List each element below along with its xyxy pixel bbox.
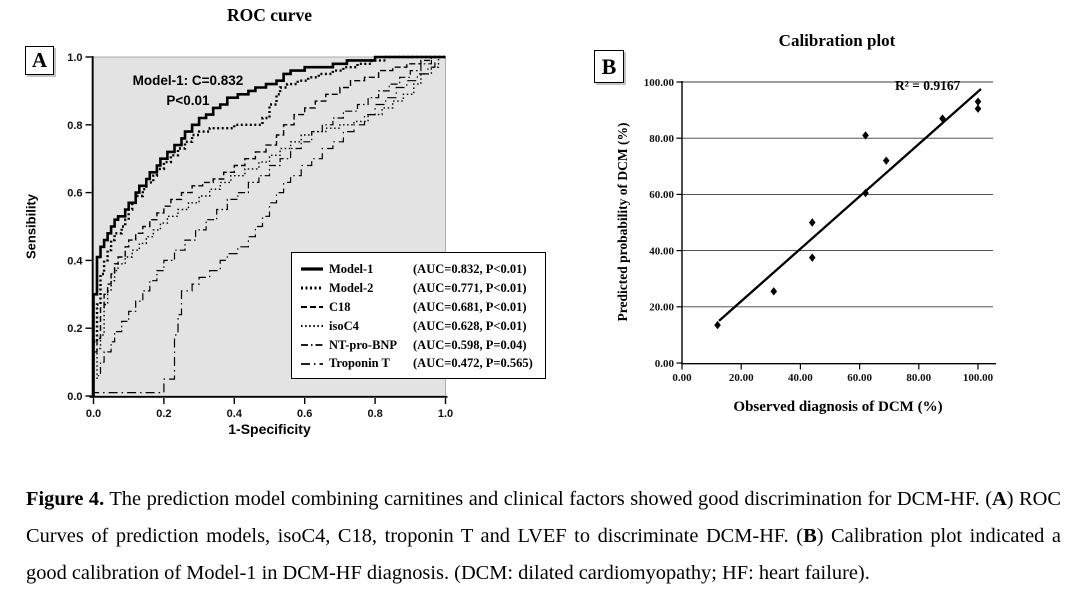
legend-marker-nt-pro-bnp [301,344,323,346]
caption-text: ) Calibration plot indicated a good cali… [26,525,1061,585]
calibration-data-point [808,218,816,227]
legend-marker-c18 [301,306,323,309]
legend-label: Troponin T [329,356,390,371]
legend-stats: (AUC=0.771, P<0.01) [413,280,527,295]
roc-x-axis-label: 1-Specificity [228,421,311,437]
figure-caption: Figure 4. The prediction model combining… [26,481,1061,592]
legend-row-troponin-t: Troponin T (AUC=0.472, P=0.565) [300,354,545,373]
calibration-data-point [770,287,778,296]
roc-x-tick-label: 0.8 [367,408,382,420]
calibration-data-point [939,114,946,123]
calibration-x-tick-label: 60.00 [847,372,872,384]
calibration-y-tick-label: 60.00 [649,189,674,201]
roc-y-tick-label: 0.4 [67,255,83,267]
legend-label: Model-1 [329,261,374,276]
roc-annotation-line2: P<0.01 [166,93,210,108]
legend-row-model-1: Model-1 (AUC=0.832, P<0.01) [300,260,545,279]
roc-annotation-line1: Model-1: C=0.832 [132,73,244,88]
caption-panel-a-ref: A [992,488,1007,511]
legend-stats: (AUC=0.598, P=0.04) [413,337,527,352]
roc-curve-model-1 [92,55,446,396]
legend-marker-isoc4 [301,325,323,328]
caption-text: ) ROC Curves of prediction models, isoC4… [26,488,1061,548]
panel-a-label: A [25,46,54,75]
calibration-data-point [714,320,721,330]
calibration-x-tick-label: 40.00 [788,372,813,384]
roc-curve-isoc4 [92,56,446,396]
legend-row-nt-pro-bnp: NT-pro-BNP (AUC=0.598, P=0.04) [300,336,545,355]
caption-text: The prediction model combining carnitine… [104,488,993,511]
roc-y-tick-label: 1.0 [67,52,82,64]
roc-x-tick-label: 0.0 [86,408,101,420]
roc-x-tick-label: 0.4 [227,408,243,420]
roc-curve-c18 [92,56,446,396]
roc-x-tick-label: 1.0 [438,408,453,420]
roc-y-tick-label: 0.8 [67,120,82,132]
calibration-x-tick-label: 0.00 [672,372,692,384]
roc-curve-troponin t [92,56,446,396]
roc-legend: Model-1 (AUC=0.832, P<0.01) Model-2 (AUC… [291,252,546,379]
r-squared-annotation: R² = 0.9167 [895,78,961,93]
caption-panel-b-ref: B [803,525,817,548]
legend-label: C18 [329,299,351,314]
legend-row-c18: C18 (AUC=0.681, P<0.01) [300,298,545,317]
panel-a-letter: A [31,48,48,72]
legend-stats: (AUC=0.681, P<0.01) [413,299,527,314]
panel-b-letter: B [601,53,617,79]
panel-b-label: B [594,50,624,83]
legend-stats: (AUC=0.628, P<0.01) [413,318,527,333]
calibration-x-axis-label: Observed diagnosis of DCM (%) [733,399,943,415]
legend-stats: (AUC=0.472, P=0.565) [413,356,533,371]
legend-marker-model-2 [301,286,323,290]
calibration-data-point [808,253,816,262]
roc-x-tick-label: 0.2 [156,408,171,420]
legend-marker-troponin-t [301,362,323,365]
calibration-data-point [882,156,890,165]
legend-row-model-2: Model-2 (AUC=0.771, P<0.01) [300,279,545,298]
legend-label: isoC4 [329,318,359,333]
legend-row-isoc4: isoC4 (AUC=0.628, P<0.01) [300,317,545,336]
calibration-data-point [974,97,982,106]
calibration-title: Calibration plot [778,31,896,50]
calibration-chart: 0.00 20.00 40.00 60.00 80.00 100.00 0.00 20.00 4… [644,77,996,384]
calibration-y-tick-label: 0.00 [655,358,675,370]
roc-y-tick-label: 0.2 [67,323,82,335]
roc-curve-model-2 [92,55,446,396]
calibration-data-point [862,188,869,198]
roc-chart: 0.0 0.2 0.4 0.6 0.8 1.0 0.0 0.2 0.4 0.6 0.8 1.0 [67,52,453,420]
calibration-x-tick-label: 80.00 [906,372,931,384]
calibration-y-tick-label: 100.00 [644,77,675,89]
roc-y-tick-label: 0.6 [67,188,82,200]
calibration-y-axis-label: Predicted probability of DCM (%) [615,122,630,322]
roc-title: ROC curve [226,5,313,25]
calibration-data-point [862,131,869,140]
legend-label: Model-2 [329,280,374,295]
roc-annotation: Model-1: C=0.832 P<0.01 [118,71,258,111]
caption-figure-number: Figure 4. [26,488,105,511]
calibration-y-tick-label: 80.00 [649,133,674,145]
legend-marker-model-1 [301,267,323,272]
calibration-y-tick-label: 20.00 [649,302,674,314]
roc-x-tick-label: 0.6 [297,408,312,420]
calibration-y-tick-label: 40.00 [649,245,674,257]
roc-y-axis-label: Sensibility [23,193,39,260]
legend-stats: (AUC=0.832, P<0.01) [413,261,527,276]
calibration-x-tick-label: 100.00 [963,372,994,384]
legend-label: NT-pro-BNP [329,337,398,352]
calibration-trend-line [718,88,982,322]
roc-y-tick-label: 0.0 [67,391,82,403]
roc-curve-nt-pro-bnp [92,56,446,396]
calibration-x-tick-label: 20.00 [729,372,754,384]
